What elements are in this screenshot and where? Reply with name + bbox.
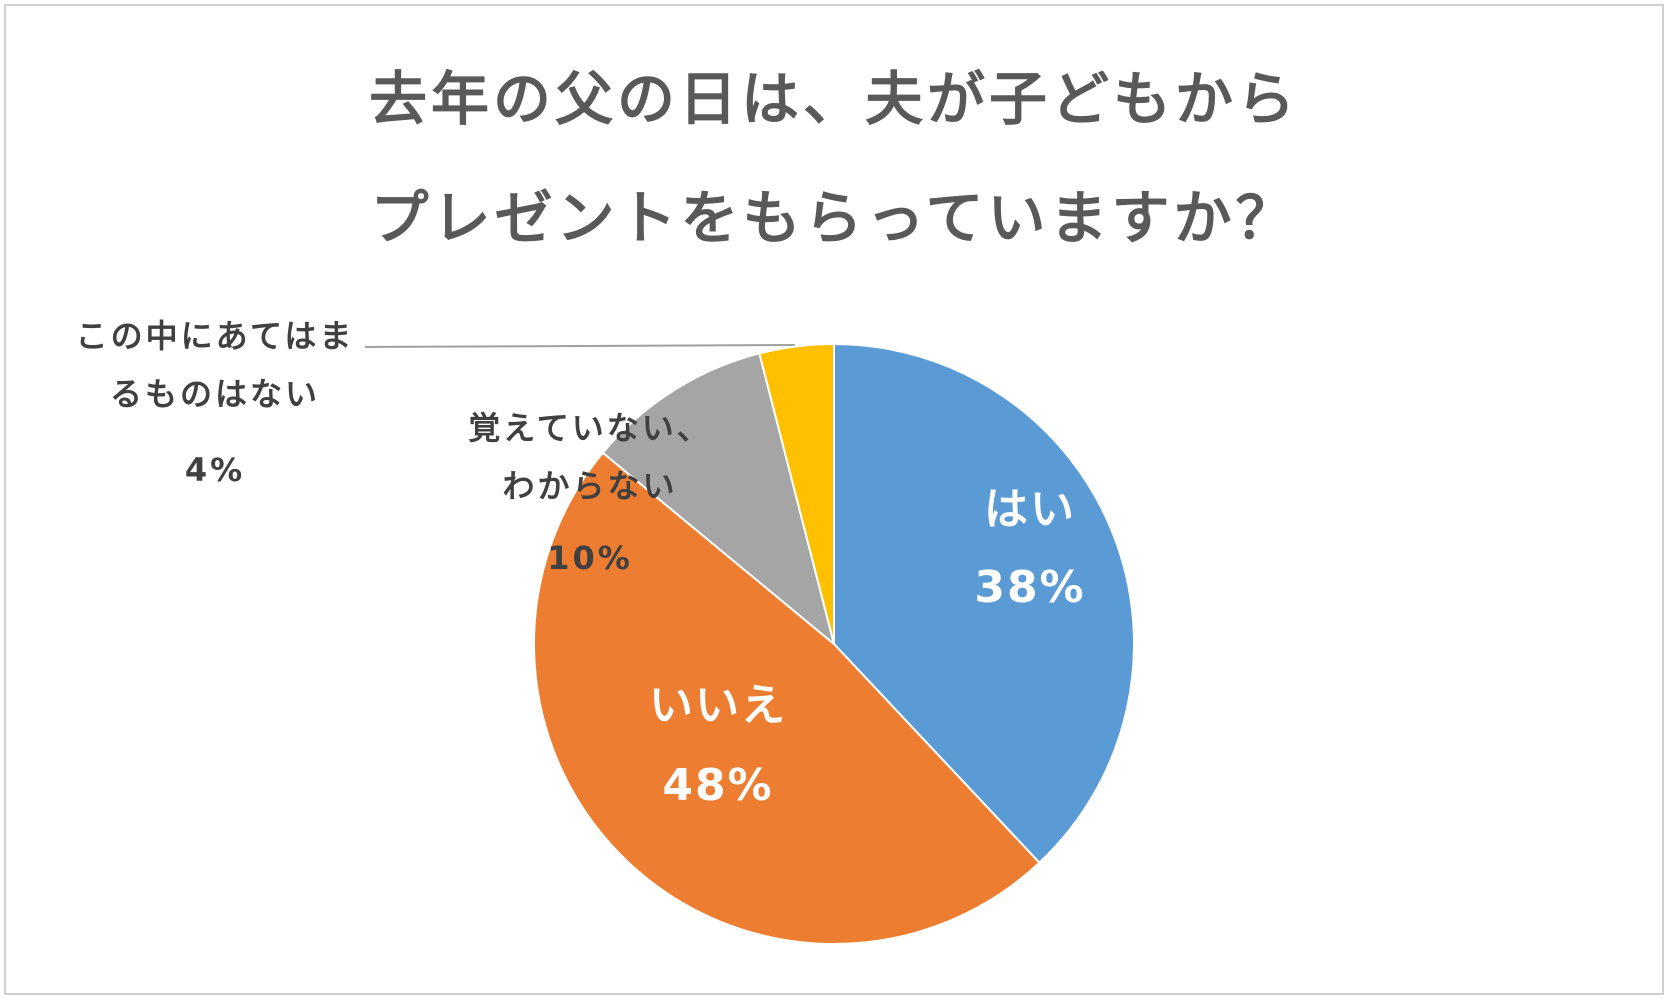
- chart-title: 去年の父の日は、夫が子どもから: [369, 65, 1299, 133]
- value-label: 4%: [184, 451, 246, 489]
- leader-line: [364, 344, 796, 348]
- slice-label: はい: [984, 484, 1076, 535]
- chart-title: プレゼントをもらっていますか？: [370, 184, 1297, 252]
- value-label: 10%: [547, 539, 633, 577]
- value-label: 38%: [974, 562, 1086, 613]
- chart-frame: [4, 4, 1664, 995]
- slice-label: 覚えていない、わからない: [468, 409, 712, 505]
- pie-slice: [833, 342, 1135, 865]
- slice-label: この中にあてはまるものはない: [75, 317, 355, 413]
- value-label: 48%: [662, 760, 774, 811]
- pie-slice: [601, 352, 836, 647]
- slice-label: いいえ: [649, 680, 787, 731]
- pie-slice: [758, 342, 835, 645]
- pie-slice: [533, 451, 1041, 945]
